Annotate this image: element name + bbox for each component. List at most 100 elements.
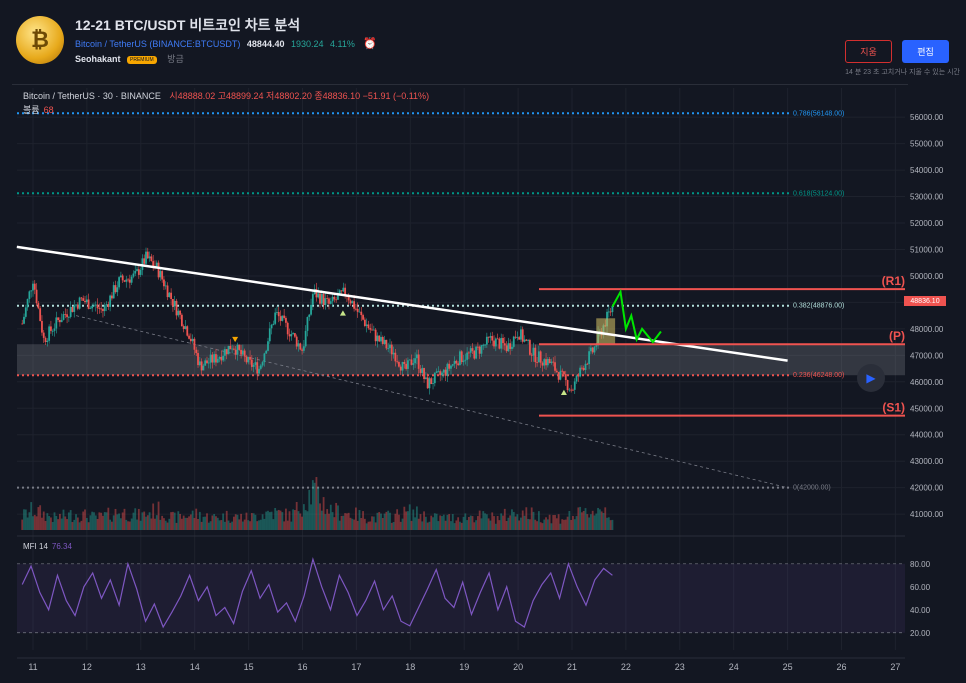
candle-body	[91, 305, 94, 309]
candle-body	[566, 380, 569, 391]
candle-body	[152, 261, 155, 266]
volume-bar	[401, 518, 404, 530]
mfi-value: 76.34	[51, 542, 72, 551]
candle-body	[283, 315, 286, 318]
volume-bar	[500, 513, 503, 530]
bitcoin-icon: ₿	[31, 28, 49, 53]
alarm-clock-icon[interactable]: ⏰	[363, 38, 378, 50]
volume-bar	[84, 509, 86, 530]
time-axis-label: 27	[890, 662, 900, 672]
volume-legend: 볼륨 68	[23, 103, 54, 116]
volume-bar	[42, 511, 45, 530]
mfi-line	[21, 556, 613, 629]
volume-bar	[295, 501, 298, 530]
candle-body	[546, 358, 549, 366]
price-change-pct: 4.11%	[330, 39, 355, 49]
volume-bar	[197, 518, 199, 530]
signal-up-marker	[339, 310, 346, 316]
volume-bar	[421, 521, 424, 530]
candle-body	[545, 359, 547, 366]
candle-body	[23, 316, 25, 324]
volume-bar	[466, 520, 469, 530]
volume-bar	[28, 512, 31, 530]
candle-body	[299, 343, 302, 350]
volume-bar	[51, 521, 54, 530]
time-axis-label: 14	[190, 662, 200, 672]
volume-bar	[202, 516, 205, 530]
candle-body	[475, 346, 477, 359]
mfi-legend: MFI 14 76.34	[23, 542, 72, 551]
candle-body	[464, 359, 467, 361]
candle-body	[240, 349, 242, 355]
volume-bar	[351, 518, 354, 530]
candle-body	[383, 339, 386, 344]
pivot-level-label: (R1)	[882, 274, 905, 288]
volume-bar	[566, 516, 569, 530]
candle-body	[548, 358, 551, 364]
volume-bar	[498, 520, 501, 530]
volume-bar	[539, 522, 542, 530]
candle-body	[577, 375, 580, 377]
candle-body	[498, 338, 501, 349]
candle-body	[469, 348, 472, 353]
play-icon[interactable]: ▶	[857, 364, 885, 392]
author-line: Seohakant PREMIUM 방금	[75, 52, 184, 65]
candle-body	[554, 362, 556, 371]
candle-body	[380, 337, 382, 342]
volume-bar	[134, 508, 137, 530]
candle-body	[353, 301, 355, 309]
exchange-link[interactable]: BINANCE:BTCUSDT	[152, 39, 238, 49]
candle-body	[198, 361, 201, 366]
time-axis-label: 17	[351, 662, 361, 672]
volume-bar	[410, 520, 413, 530]
fib-level-label: 0.618(53124.00)	[793, 190, 844, 197]
volume-bar	[602, 512, 605, 530]
volume-bar	[64, 516, 67, 530]
candle-body	[286, 322, 289, 335]
support-dashed-line	[76, 315, 788, 489]
candle-body	[220, 356, 223, 361]
volume-bar	[346, 513, 348, 530]
volume-bar	[195, 508, 198, 530]
volume-bar	[152, 503, 155, 530]
volume-bar	[313, 482, 316, 530]
volume-bar	[356, 520, 359, 530]
author-logo[interactable]: ₿	[16, 16, 64, 64]
volume-bar	[26, 517, 29, 530]
volume-bar	[236, 514, 239, 530]
candle-body	[460, 351, 463, 363]
candle-body	[57, 317, 59, 320]
candle-body	[277, 312, 280, 317]
volume-bar	[191, 510, 194, 530]
volume-bar	[82, 511, 85, 530]
volume-bar	[290, 521, 293, 530]
volume-bar	[71, 522, 74, 530]
candle-body	[389, 344, 391, 349]
chart-area[interactable]	[12, 84, 908, 658]
volume-bar	[609, 520, 612, 530]
candle-body	[146, 251, 149, 259]
candle-body	[26, 299, 29, 308]
volume-bar	[378, 512, 381, 530]
volume-bar	[163, 518, 165, 530]
volume-bar	[193, 517, 196, 530]
volume-bar	[480, 518, 483, 530]
pair-link[interactable]: Bitcoin / TetherUS	[75, 39, 147, 49]
volume-bar	[579, 506, 582, 530]
volume-bar	[439, 515, 442, 530]
volume-bar	[390, 522, 393, 530]
mfi-label: MFI 14	[23, 542, 48, 551]
candle-body	[272, 323, 275, 325]
edit-button[interactable]: 편집	[902, 40, 949, 63]
volume-bar	[274, 508, 277, 530]
candle-body	[173, 300, 176, 307]
candle-body	[249, 356, 251, 360]
author-name[interactable]: Seohakant	[75, 54, 121, 64]
volume-bar	[241, 521, 244, 530]
delete-button[interactable]: 지움	[845, 40, 892, 63]
volume-bar	[172, 511, 174, 530]
volume-bar	[50, 517, 52, 530]
candle-body	[148, 256, 151, 259]
candle-body	[231, 348, 234, 350]
